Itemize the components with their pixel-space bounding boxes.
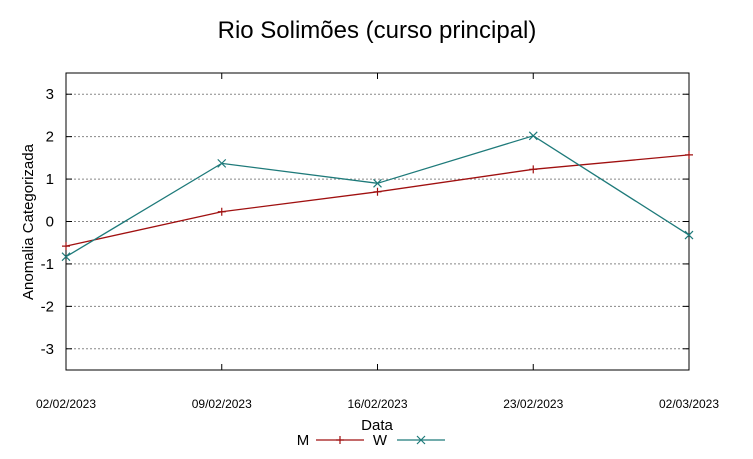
x-tick-label: 09/02/2023 [192, 397, 252, 411]
legend-marker-M [336, 436, 344, 444]
series-M [62, 150, 693, 251]
y-axis-label: Anomalia Categorizada [20, 143, 37, 300]
gridlines [66, 93, 689, 350]
series-W [61, 131, 694, 262]
y-tick-label: -1 [41, 256, 54, 273]
y-tick-label: 2 [46, 129, 54, 146]
x-tick-label: 16/02/2023 [347, 397, 407, 411]
data-point-W [528, 131, 538, 141]
y-tick-label: -2 [41, 298, 54, 315]
series-layer [61, 131, 694, 262]
x-tick-label: 02/02/2023 [36, 397, 96, 411]
y-tick-label: 0 [46, 214, 54, 231]
data-point-M [373, 187, 382, 196]
data-point-M [685, 150, 693, 159]
legend-label-M: M [297, 432, 310, 449]
y-tick-label: 3 [46, 86, 54, 103]
y-tick-label: -3 [41, 341, 54, 358]
x-axis-label: Data [361, 417, 393, 434]
x-axis-ticks: 02/02/2023 09/02/2023 16/02/2023 23/02/2023… [36, 73, 719, 411]
data-point-W [61, 252, 71, 262]
data-point-W [373, 178, 382, 188]
legend-marker-W [416, 435, 426, 445]
series-line-W [65, 135, 690, 258]
x-tick-label: 23/02/2023 [503, 397, 563, 411]
data-point-W [684, 230, 694, 240]
data-point-M [529, 165, 538, 174]
y-tick-label: 1 [46, 171, 54, 188]
chart-title: Rio Solimões (curso principal) [218, 17, 537, 44]
x-tick-label: 02/03/2023 [659, 397, 719, 411]
data-point-M [62, 242, 70, 251]
y-axis-ticks: 3 2 1 0 -1 -2 -3 [41, 86, 689, 358]
legend-label-W: W [373, 432, 388, 449]
data-point-W [217, 158, 227, 168]
data-point-M [217, 207, 226, 216]
